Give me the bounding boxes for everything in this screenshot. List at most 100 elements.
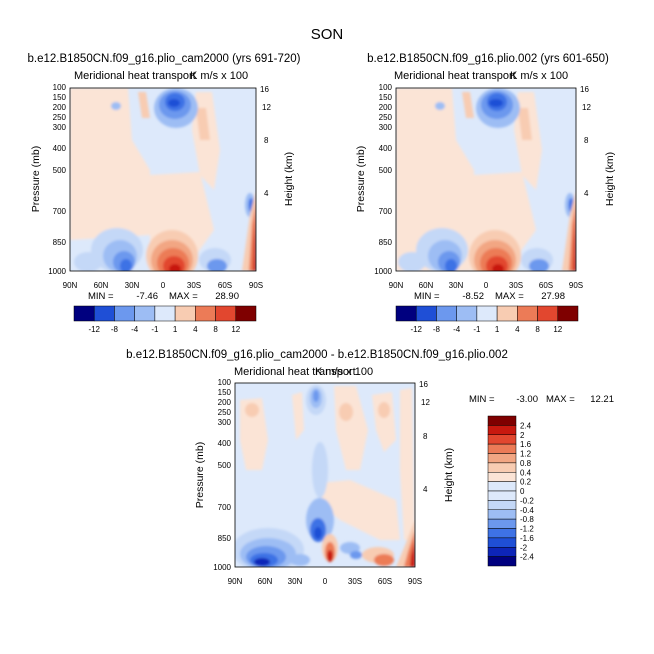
cool-blob (312, 442, 328, 498)
y-tick-label: 150 (53, 93, 67, 102)
min-value: -8.52 (462, 291, 484, 302)
cool-blob (254, 558, 270, 566)
colorbar-swatch (215, 305, 237, 322)
y2-axis-label: Height (km) (443, 448, 455, 502)
max-label: MAX = (169, 291, 198, 302)
x-tick-label: 30N (125, 281, 140, 290)
y-axis-label: Pressure (mb) (194, 442, 206, 509)
height-tick-label: 4 (423, 485, 428, 494)
units-label: K m/s x 100 (190, 70, 248, 82)
colorbar-swatch (487, 462, 517, 473)
colorbar-swatch (114, 305, 135, 322)
x-tick-label: 30N (449, 281, 464, 290)
warm-streak (253, 215, 256, 271)
colorbar-tick-label: -12 (88, 325, 100, 334)
colorbar-tick-label: -0.4 (520, 506, 534, 515)
y-tick-label: 1000 (48, 267, 66, 276)
y-ticks: 100 150 200 250 300 400 500 700 850 1000 (213, 378, 231, 572)
colorbar-swatch (195, 305, 216, 322)
height-tick-label: 12 (582, 103, 591, 112)
colorbar-tick-label: 1 (173, 325, 178, 334)
y-tick-label: 300 (379, 123, 393, 132)
colorbar-swatch (487, 518, 517, 529)
y-tick-label: 150 (218, 388, 232, 397)
x-ticks: 90N 60N 30N 0 30S 60S 90S (389, 281, 583, 290)
colorbar-swatch (487, 528, 517, 539)
cool-blob (398, 252, 426, 271)
warm-blob (327, 550, 333, 562)
max-label: MAX = (546, 394, 575, 405)
cool-blob (340, 542, 360, 554)
colorbar-tick-label: 0.2 (520, 478, 532, 487)
cool-blob (207, 259, 227, 271)
colorbar-tick-label: 0.4 (520, 468, 532, 477)
x-tick-label: 90N (389, 281, 404, 290)
cool-blob (489, 99, 503, 107)
min-max-readout: MIN = -3.00 MAX = 12.21 (469, 394, 614, 405)
y2-ticks: 16 12 8 4 (260, 85, 271, 198)
colorbar-tick-label: -4 (453, 325, 461, 334)
cool-blob (111, 102, 121, 110)
y-tick-label: 1000 (374, 267, 392, 276)
colorbar-swatch (487, 415, 517, 426)
colorbar-swatch (395, 305, 417, 322)
panel-cam2000: b.e12.B1850CN.f09_g16.plio_cam2000 (yrs … (28, 53, 301, 334)
colorbar-swatch (537, 305, 559, 322)
y-tick-label: 200 (218, 398, 232, 407)
case-title: b.e12.B1850CN.f09_g16.plio_cam2000 (yrs … (28, 53, 301, 65)
warm-region (462, 92, 474, 118)
colorbar-tick-label: 1 (495, 325, 500, 334)
colorbar-tick-label: -8 (433, 325, 441, 334)
warm-region (518, 108, 532, 140)
panel-plio002: b.e12.B1850CN.f09_g16.plio.002 (yrs 601-… (355, 53, 616, 334)
colorbar: 2.421.61.20.80.40.20-0.2-0.4-0.8-1.2-1.6… (487, 415, 534, 567)
plot-frame (234, 382, 416, 568)
colorbar-tick-label: 2.4 (520, 421, 532, 430)
colorbar-swatch (557, 305, 579, 322)
min-max-readout: MIN = -7.46 MAX = 28.90 (88, 291, 239, 302)
colorbar-swatch (487, 556, 517, 567)
y-ticks: 100 150 200 250 300 400 500 700 850 1000 (48, 83, 66, 276)
y-tick-label: 200 (379, 103, 393, 112)
colorbar-swatch (487, 425, 517, 435)
x-tick-label: 60S (218, 281, 232, 290)
variable-title: Meridional heat transport (394, 70, 516, 82)
contour-field (70, 88, 256, 271)
y-tick-label: 1000 (213, 563, 231, 572)
height-tick-label: 4 (264, 189, 269, 198)
colorbar-tick-label: 0 (520, 487, 525, 496)
y-tick-label: 300 (53, 123, 67, 132)
height-tick-label: 16 (260, 85, 269, 94)
variable-title: Meridional heat transport (234, 366, 356, 378)
min-label: MIN = (414, 291, 440, 302)
y-tick-label: 100 (218, 378, 232, 387)
plot-frame (69, 87, 257, 272)
colorbar-swatch (73, 305, 95, 322)
y-tick-label: 500 (53, 166, 67, 175)
warm-region (138, 92, 150, 118)
variable-title: Meridional heat transport (74, 70, 196, 82)
colorbar: -12 -8 -4 -1 1 4 8 12 (395, 305, 579, 334)
case-title: b.e12.B1850CN.f09_g16.plio.002 (yrs 601-… (367, 53, 609, 65)
warm-blob (378, 402, 390, 418)
cool-blob (290, 554, 310, 566)
y-ticks: 100 150 200 250 300 400 500 700 850 1000 (374, 83, 392, 276)
cool-blob (168, 99, 180, 107)
y-axis-label: Pressure (mb) (30, 146, 42, 213)
colorbar-tick-label: -2.4 (520, 553, 534, 562)
colorbar: -12 -8 -4 -1 1 4 8 12 (73, 305, 257, 334)
panel-difference: b.e12.B1850CN.f09_g16.plio_cam2000 - b.e… (126, 349, 614, 586)
colorbar-tick-label: -1 (151, 325, 159, 334)
x-tick-label: 0 (484, 281, 489, 290)
contour-field (396, 88, 576, 271)
y-tick-label: 850 (53, 238, 67, 247)
colorbar-tick-label: -0.8 (520, 515, 534, 524)
y-tick-label: 850 (218, 534, 232, 543)
colorbar-swatch (487, 490, 517, 501)
warm-blob (492, 264, 504, 271)
x-tick-label: 30N (288, 577, 303, 586)
max-label: MAX = (495, 291, 524, 302)
x-tick-label: 90S (408, 577, 422, 586)
plot-frame (395, 87, 577, 272)
